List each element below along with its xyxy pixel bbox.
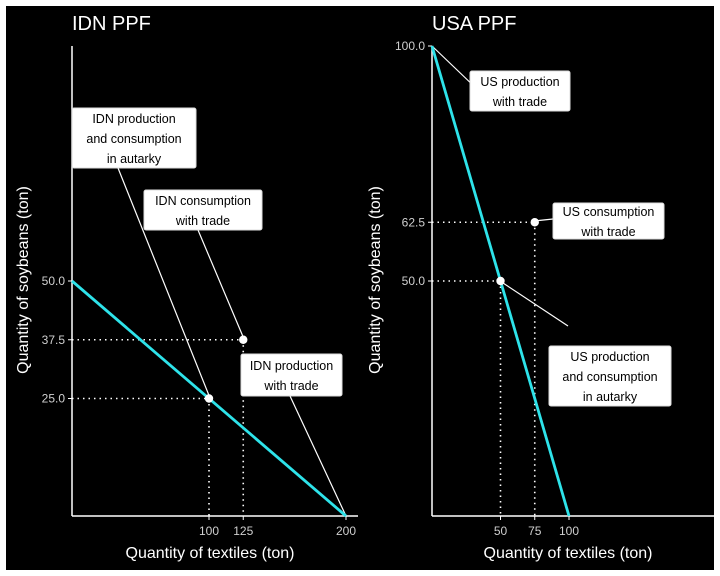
usa-chart-title: USA PPF [432,13,516,35]
idn-annotation-leader [117,167,211,399]
idn-annotation-text: in autarky [107,152,162,166]
usa-x-tick-label: 75 [528,524,542,538]
usa-annotation-text: and consumption [562,370,657,384]
usa-annotation-text: US consumption [563,205,655,219]
idn-y-axis-title: Quantity of soybeans (ton) [15,186,32,374]
usa-y-tick-label: 50.0 [402,274,426,288]
idn-annotation-box [71,107,197,169]
usa-annotation-text: with trade [492,95,547,109]
usa-annotation-leader [499,280,569,327]
usa-annotation-text: with trade [580,225,635,239]
idn-y-tick-label: 37.5 [42,333,66,347]
idn-annotation-box [143,189,263,231]
usa-panel: USA PPF Quantity of textiles (ton) Quant… [367,13,718,562]
usa-annotation-box [552,202,665,240]
usa-y-axis-title: Quantity of soybeans (ton) [367,186,384,374]
usa-annotation-text: US production [480,75,559,89]
idn-x-tick-label: 125 [233,524,253,538]
usa-point [496,276,505,286]
idn-panel: IDN PPF Quantity of textiles (ton) Quant… [15,13,358,562]
idn-annotation-text: with trade [263,379,318,393]
idn-y-tick-label: 50.0 [42,274,66,288]
usa-point [530,218,539,227]
usa-annotation-text: in autarky [583,390,638,404]
idn-x-axis-title: Quantity of textiles (ton) [126,545,295,562]
usa-y-tick-label: 100.0 [395,39,425,53]
idn-annotation-text: and consumption [86,132,181,146]
idn-annotation-leader [197,229,245,340]
idn-chart-title: IDN PPF [72,13,151,35]
idn-x-tick-label: 100 [199,524,219,538]
usa-x-tick-label: 100 [559,524,579,538]
idn-annotation-text: with trade [175,214,230,228]
usa-annotation-box [548,345,672,407]
usa-x-axis-title: Quantity of textiles (ton) [484,545,653,562]
idn-point [239,335,248,344]
usa-x-tick-label: 50 [494,524,508,538]
idn-point [204,394,214,403]
idn-y-tick-label: 25.0 [42,392,66,406]
idn-annotation-box [240,353,343,397]
idn-annotation-text: IDN production [250,359,333,373]
idn-annotation-leader [289,395,347,517]
usa-y-tick-label: 62.5 [402,215,426,229]
idn-annotation-text: IDN consumption [155,194,251,208]
usa-annotation-text: US production [570,350,649,364]
idn-x-tick-label: 200 [336,524,356,538]
figure-background [6,6,714,570]
idn-annotation-text: IDN production [92,112,175,126]
usa-annotation-box [469,70,571,112]
